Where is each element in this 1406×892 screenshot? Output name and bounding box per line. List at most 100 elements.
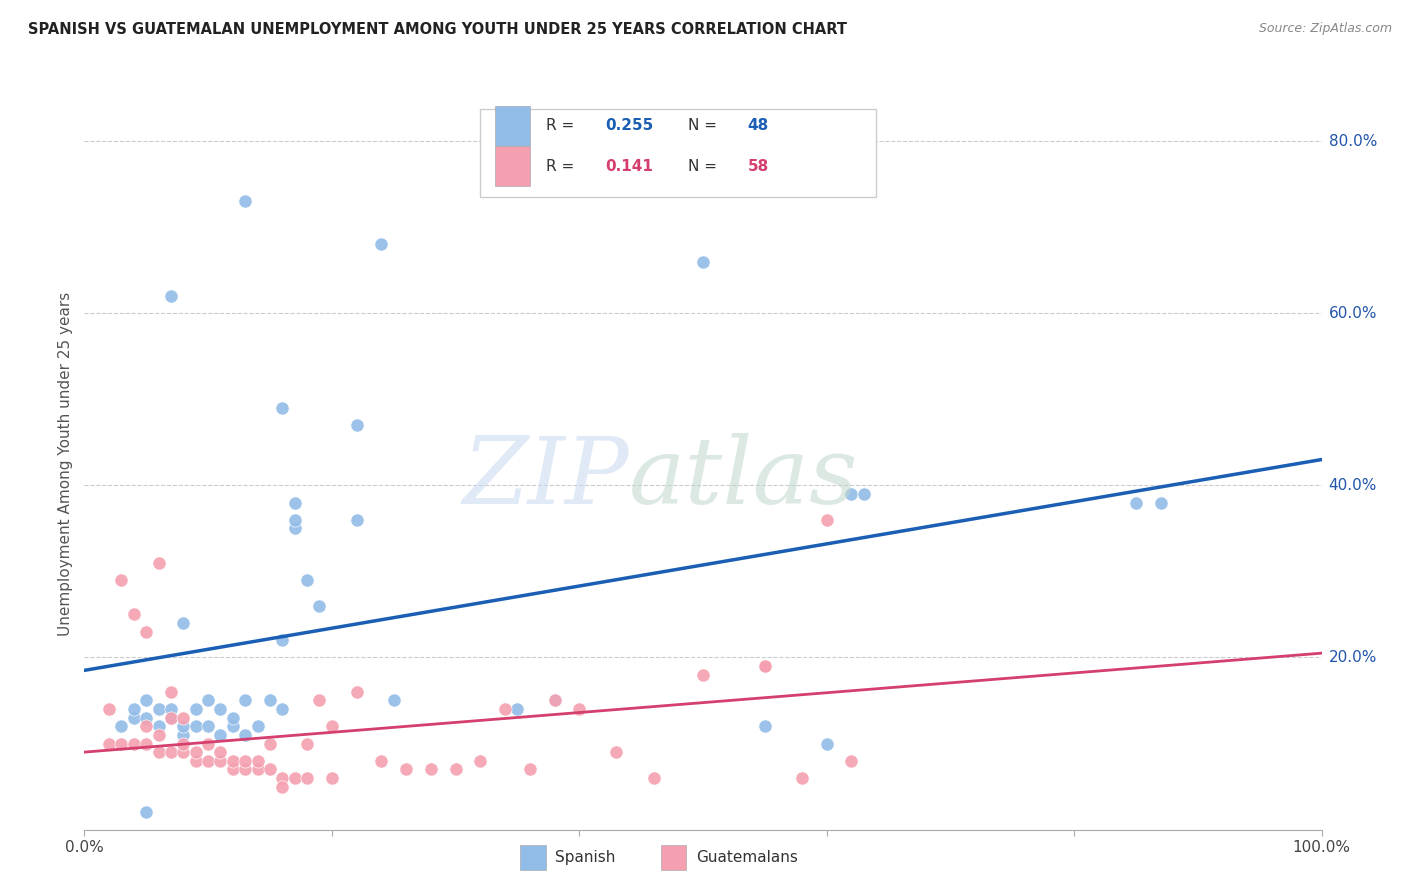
Point xyxy=(110,573,132,587)
Point xyxy=(135,805,157,820)
Text: 60.0%: 60.0% xyxy=(1329,306,1376,321)
Point xyxy=(259,693,281,707)
Point xyxy=(209,754,232,768)
Point xyxy=(135,719,157,733)
Point xyxy=(470,754,492,768)
Point xyxy=(197,719,219,733)
Point xyxy=(754,719,776,733)
Text: N =: N = xyxy=(688,119,723,133)
Point xyxy=(209,745,232,759)
Point xyxy=(122,702,145,716)
Point xyxy=(1125,495,1147,509)
Point xyxy=(841,487,863,501)
Point xyxy=(246,762,269,776)
Point xyxy=(233,194,256,209)
Point xyxy=(295,771,318,785)
Point xyxy=(643,771,665,785)
Point xyxy=(841,754,863,768)
Text: ZIP: ZIP xyxy=(463,434,628,524)
Point xyxy=(519,762,541,776)
Point xyxy=(122,607,145,622)
Point xyxy=(543,693,565,707)
Text: 40.0%: 40.0% xyxy=(1329,478,1376,493)
Text: atlas: atlas xyxy=(628,434,858,524)
Point xyxy=(246,719,269,733)
Point xyxy=(222,719,245,733)
Point xyxy=(209,728,232,742)
Point xyxy=(444,762,467,776)
Text: 80.0%: 80.0% xyxy=(1329,134,1376,149)
Point xyxy=(172,615,194,630)
Point xyxy=(271,702,294,716)
Bar xyxy=(495,146,530,186)
Text: 20.0%: 20.0% xyxy=(1329,650,1376,665)
Text: R =: R = xyxy=(546,119,579,133)
Point xyxy=(160,711,183,725)
Text: N =: N = xyxy=(688,159,723,174)
Point xyxy=(172,737,194,751)
Point xyxy=(271,401,294,415)
Point xyxy=(110,737,132,751)
Point xyxy=(172,728,194,742)
Point xyxy=(370,754,392,768)
Bar xyxy=(481,109,876,197)
Point xyxy=(271,633,294,648)
Point xyxy=(184,745,207,759)
Point xyxy=(852,487,875,501)
Point xyxy=(815,737,838,751)
Point xyxy=(184,754,207,768)
Y-axis label: Unemployment Among Youth under 25 years: Unemployment Among Youth under 25 years xyxy=(58,292,73,636)
Point xyxy=(419,762,441,776)
Point xyxy=(295,573,318,587)
Point xyxy=(754,659,776,673)
Point xyxy=(308,693,330,707)
Text: 58: 58 xyxy=(748,159,769,174)
Point xyxy=(605,745,627,759)
Point xyxy=(148,556,170,570)
Point xyxy=(246,754,269,768)
Point xyxy=(233,754,256,768)
Point xyxy=(346,685,368,699)
Point xyxy=(233,728,256,742)
Point xyxy=(259,737,281,751)
Point xyxy=(271,771,294,785)
Text: SPANISH VS GUATEMALAN UNEMPLOYMENT AMONG YOUTH UNDER 25 YEARS CORRELATION CHART: SPANISH VS GUATEMALAN UNEMPLOYMENT AMONG… xyxy=(28,22,848,37)
Bar xyxy=(495,106,530,146)
Point xyxy=(754,659,776,673)
Point xyxy=(222,754,245,768)
Point xyxy=(295,737,318,751)
Point xyxy=(135,711,157,725)
Point xyxy=(110,719,132,733)
Text: Source: ZipAtlas.com: Source: ZipAtlas.com xyxy=(1258,22,1392,36)
Point xyxy=(148,719,170,733)
Point xyxy=(135,693,157,707)
Point xyxy=(284,495,307,509)
Point xyxy=(135,737,157,751)
Point xyxy=(790,771,813,785)
Point xyxy=(494,702,516,716)
Point xyxy=(233,693,256,707)
Point xyxy=(233,762,256,776)
Point xyxy=(346,513,368,527)
Point xyxy=(506,702,529,716)
Point xyxy=(160,702,183,716)
Point xyxy=(1150,495,1173,509)
Point xyxy=(321,719,343,733)
Point xyxy=(172,745,194,759)
Point xyxy=(284,513,307,527)
Point xyxy=(370,237,392,252)
Point xyxy=(395,762,418,776)
Text: 48: 48 xyxy=(748,119,769,133)
Point xyxy=(160,289,183,303)
Point xyxy=(222,711,245,725)
Point xyxy=(692,254,714,268)
Point xyxy=(172,719,194,733)
Point xyxy=(815,513,838,527)
Point xyxy=(197,754,219,768)
Point xyxy=(382,693,405,707)
Text: R =: R = xyxy=(546,159,579,174)
Point xyxy=(321,771,343,785)
Point xyxy=(172,711,194,725)
Point xyxy=(148,702,170,716)
Point xyxy=(184,702,207,716)
